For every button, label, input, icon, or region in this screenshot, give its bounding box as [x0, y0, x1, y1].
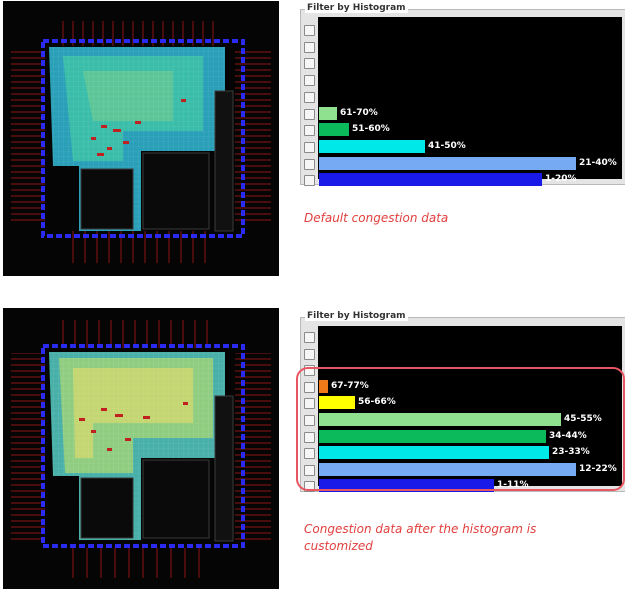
highlight-outline	[296, 367, 625, 491]
histogram-bar-label: 1-11%	[497, 480, 529, 490]
panel-legend: Filter by Histogram	[305, 3, 408, 13]
bucket-checkbox[interactable]	[304, 382, 315, 393]
histogram-bar-label: 56-66%	[358, 397, 396, 407]
bucket-checkbox[interactable]	[304, 349, 315, 360]
caption-default: Default congestion data	[304, 211, 449, 225]
bucket-checkbox[interactable]	[304, 465, 315, 476]
histogram-bar-label: 67-77%	[331, 381, 369, 391]
bucket-checkbox[interactable]	[304, 159, 315, 170]
histogram-chart-customized	[318, 326, 622, 486]
histogram-bar[interactable]	[319, 396, 355, 409]
bucket-checkbox[interactable]	[304, 398, 315, 409]
histogram-bar[interactable]	[319, 413, 561, 426]
histogram-bar-label: 41-50%	[428, 141, 466, 151]
panel-legend: Filter by Histogram	[305, 311, 408, 321]
layout-drawing-default	[3, 1, 279, 276]
bucket-checkbox[interactable]	[304, 75, 315, 86]
bucket-checkbox[interactable]	[304, 58, 315, 69]
bucket-checkbox[interactable]	[304, 25, 315, 36]
bucket-checkbox[interactable]	[304, 109, 315, 120]
bucket-checkbox[interactable]	[304, 142, 315, 153]
histogram-bar-label: 23-33%	[552, 447, 590, 457]
bucket-checkbox[interactable]	[304, 175, 315, 186]
histogram-bar[interactable]	[319, 173, 542, 186]
histogram-bar-label: 12-22%	[579, 464, 617, 474]
congestion-map-customized	[3, 308, 279, 589]
histogram-bar[interactable]	[319, 446, 549, 459]
bucket-checkbox[interactable]	[304, 92, 315, 103]
caption-customized: Congestion data after the histogram is c…	[304, 522, 537, 553]
histogram-bar[interactable]	[319, 123, 349, 136]
histogram-bar-label: 1-20%	[545, 174, 577, 184]
bucket-checkbox[interactable]	[304, 415, 315, 426]
histogram-bar[interactable]	[319, 463, 576, 476]
histogram-bar-label: 45-55%	[564, 414, 602, 424]
histogram-bar[interactable]	[319, 380, 328, 393]
histogram-chart-default	[318, 17, 622, 179]
histogram-bar[interactable]	[319, 430, 546, 443]
histogram-bar-label: 61-70%	[340, 108, 378, 118]
histogram-bar-label: 51-60%	[352, 124, 390, 134]
bucket-checkbox[interactable]	[304, 448, 315, 459]
bucket-checkbox[interactable]	[304, 432, 315, 443]
bucket-checkbox[interactable]	[304, 332, 315, 343]
layout-drawing-customized	[3, 308, 279, 589]
bucket-checkbox[interactable]	[304, 42, 315, 53]
histogram-bar-label: 21-40%	[579, 158, 617, 168]
histogram-bar[interactable]	[319, 479, 494, 492]
congestion-map-default	[3, 1, 279, 276]
histogram-bar[interactable]	[319, 140, 425, 153]
histogram-bar[interactable]	[319, 107, 337, 120]
histogram-bar[interactable]	[319, 157, 576, 170]
bucket-checkbox[interactable]	[304, 125, 315, 136]
histogram-bar-label: 34-44%	[549, 431, 587, 441]
